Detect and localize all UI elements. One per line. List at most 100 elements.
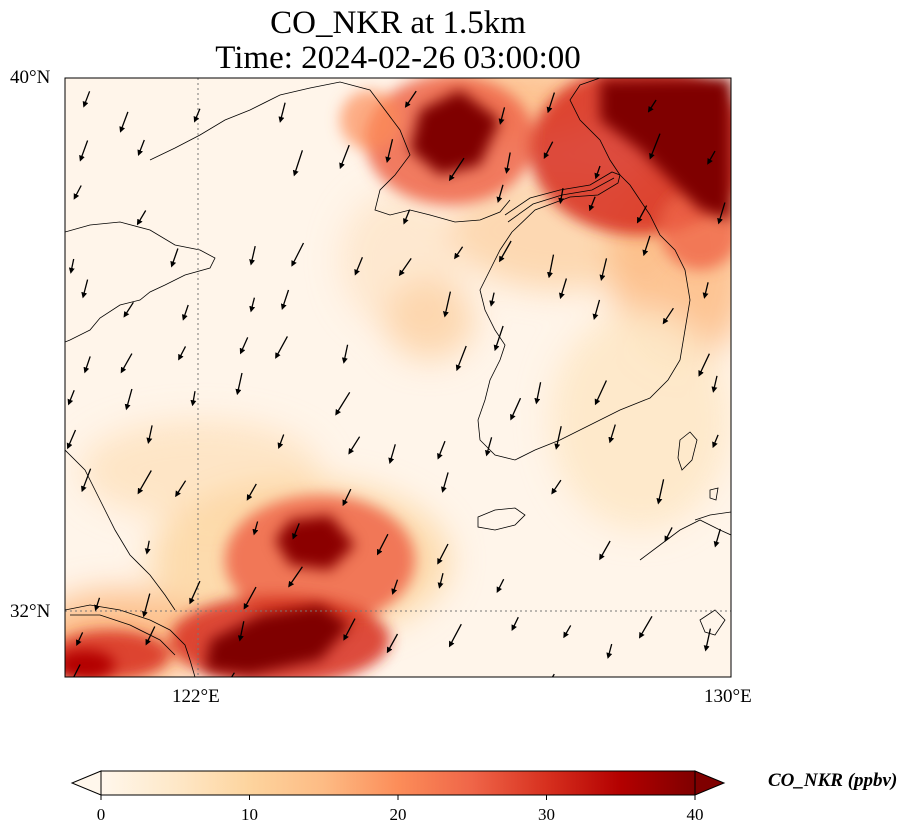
wind-arrow xyxy=(638,615,653,639)
colorbar-extend-low xyxy=(70,770,102,796)
wind-arrow xyxy=(292,150,304,177)
wind-arrow xyxy=(546,92,556,114)
hotspot-shanghai-outflow xyxy=(205,605,350,675)
wind-arrow xyxy=(606,643,613,659)
map-title-line1: CO_NKR at 1.5km xyxy=(270,5,526,41)
wind-arrow xyxy=(235,372,243,396)
wind-arrow xyxy=(404,90,417,108)
wind-arrow xyxy=(592,299,601,321)
lon-tick-122E: 122°E xyxy=(172,686,220,707)
wind-arrow xyxy=(82,91,91,108)
wind-arrow xyxy=(190,391,197,407)
wind-arrow xyxy=(649,133,661,160)
wind-arrow xyxy=(67,390,75,406)
wind-arrow xyxy=(702,282,709,299)
wind-arrow xyxy=(656,479,665,505)
wind-arrow xyxy=(124,388,133,411)
wind-arrow xyxy=(376,533,389,556)
wind-arrow xyxy=(237,621,245,642)
wind-arrow xyxy=(278,102,286,123)
wind-arrow xyxy=(642,235,651,257)
wind-arrow xyxy=(249,297,256,313)
wind-arrow xyxy=(489,292,496,307)
wind-arrow xyxy=(81,279,89,299)
wind-arrow xyxy=(178,346,187,361)
wind-arrow xyxy=(339,144,350,170)
wind-arrow xyxy=(707,150,716,165)
wind-arrow xyxy=(662,307,674,325)
wind-arrow xyxy=(563,625,572,639)
wind-arrow xyxy=(189,580,201,605)
wind-arrow xyxy=(94,597,101,612)
wind-arrow xyxy=(437,543,449,565)
wind-arrow xyxy=(403,209,411,225)
wind-arrow xyxy=(73,664,81,677)
wind-arrow xyxy=(543,141,554,159)
wind-arrow xyxy=(711,375,718,393)
colorbar-tick-label: 0 xyxy=(97,805,106,824)
lon-tick-130E: 130°E xyxy=(704,686,752,707)
wind-arrow xyxy=(558,187,565,205)
wind-arrow xyxy=(388,444,396,465)
wind-arrow xyxy=(511,616,519,632)
map-frame xyxy=(64,77,732,678)
wind-arrow xyxy=(193,108,201,123)
wind-arrow xyxy=(230,672,235,677)
wind-arrow xyxy=(280,289,290,310)
wind-arrow xyxy=(599,540,611,561)
colorbar-label: CO_NKR (ppbv) xyxy=(768,770,898,791)
wind-arrow xyxy=(175,480,187,498)
wind-arrow xyxy=(291,686,296,702)
wind-arrow xyxy=(551,479,562,495)
hotspot-bohai-north xyxy=(410,90,500,175)
wind-arrow xyxy=(698,353,710,377)
wind-arrow xyxy=(354,257,364,276)
map-area xyxy=(65,78,731,702)
wind-arrow xyxy=(275,336,288,359)
colorbar-tick-label: 40 xyxy=(687,805,704,824)
wind-arrow xyxy=(341,344,349,364)
wind-arrow xyxy=(496,184,504,204)
wind-arrow xyxy=(664,527,673,543)
wind-arrow xyxy=(441,472,449,493)
wind-arrow xyxy=(181,304,189,321)
map-title-line2: Time: 2024-02-26 03:00:00 xyxy=(215,40,581,76)
wind-arrow xyxy=(243,586,257,610)
wind-arrow xyxy=(694,690,699,702)
wind-arrow xyxy=(342,488,352,507)
wind-arrow xyxy=(554,426,562,450)
wind-arrow xyxy=(73,185,82,200)
wind-arrow xyxy=(252,521,259,536)
wind-arrow xyxy=(123,301,134,318)
wind-arrow xyxy=(66,429,77,450)
wind-arrow xyxy=(246,483,257,501)
wind-arrow xyxy=(636,205,648,224)
colorbar-gradient xyxy=(101,771,695,795)
wind-arrow xyxy=(137,139,145,156)
wind-arrow xyxy=(348,436,361,455)
wind-arrow xyxy=(498,107,506,125)
hotspot-northeast xyxy=(600,78,731,220)
hotspot-east-china-sea xyxy=(275,515,355,570)
wind-arrow xyxy=(448,157,465,182)
wind-arrow xyxy=(454,246,464,260)
wind-arrow xyxy=(547,254,555,279)
wind-arrow xyxy=(83,356,91,374)
wind-arrow xyxy=(493,325,504,352)
wind-arrow xyxy=(712,434,719,449)
wind-arrow xyxy=(81,468,92,493)
wind-arrow xyxy=(608,424,616,444)
colorbar-tick-label: 10 xyxy=(241,805,258,824)
colorbar-tick-label: 30 xyxy=(538,805,555,824)
wind-arrow xyxy=(386,633,399,654)
wind-arrow xyxy=(437,440,446,460)
wind-arrow xyxy=(76,632,84,647)
wind-arrow xyxy=(79,140,89,162)
wind-arrow xyxy=(448,623,462,648)
wind-arrow xyxy=(510,397,522,421)
wind-arrow xyxy=(398,258,412,277)
wind-arrow xyxy=(594,165,601,180)
wind-arrow xyxy=(288,566,303,588)
wind-arrow xyxy=(493,683,496,695)
